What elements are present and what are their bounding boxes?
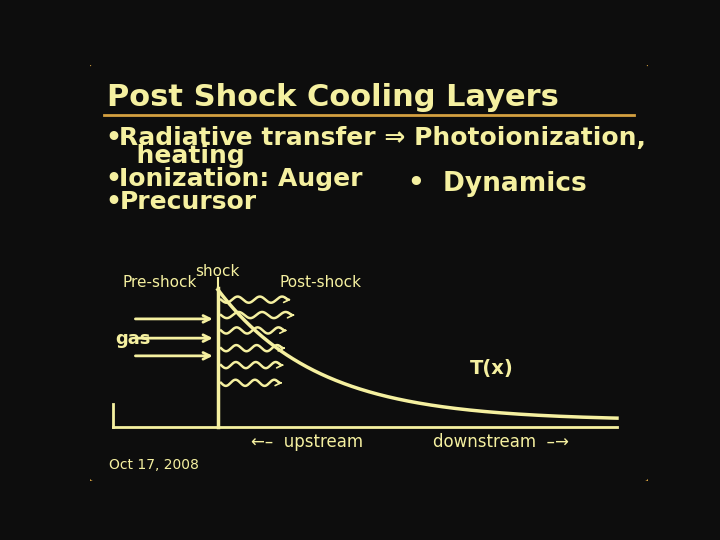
FancyBboxPatch shape: [87, 62, 651, 484]
Text: Radiative transfer ⇒ Photoionization,: Radiative transfer ⇒ Photoionization,: [120, 126, 647, 150]
Text: •: •: [106, 190, 122, 214]
Text: Post Shock Cooling Layers: Post Shock Cooling Layers: [107, 83, 559, 112]
Text: downstream  –→: downstream –→: [433, 433, 569, 451]
Text: T(x): T(x): [469, 360, 513, 379]
Text: Pre-shock: Pre-shock: [122, 275, 197, 290]
Text: gas: gas: [114, 330, 150, 348]
Text: •  Dynamics: • Dynamics: [408, 171, 587, 197]
Text: Precursor: Precursor: [120, 190, 256, 214]
Text: Oct 17, 2008: Oct 17, 2008: [109, 458, 199, 472]
Text: Post-shock: Post-shock: [280, 275, 362, 290]
Text: Ionization: Auger: Ionization: Auger: [120, 167, 363, 191]
Text: ←–  upstream: ←– upstream: [251, 433, 363, 451]
Text: •: •: [106, 126, 122, 150]
Text: heating: heating: [120, 144, 246, 167]
Text: shock: shock: [196, 264, 240, 279]
Text: •: •: [106, 167, 122, 191]
